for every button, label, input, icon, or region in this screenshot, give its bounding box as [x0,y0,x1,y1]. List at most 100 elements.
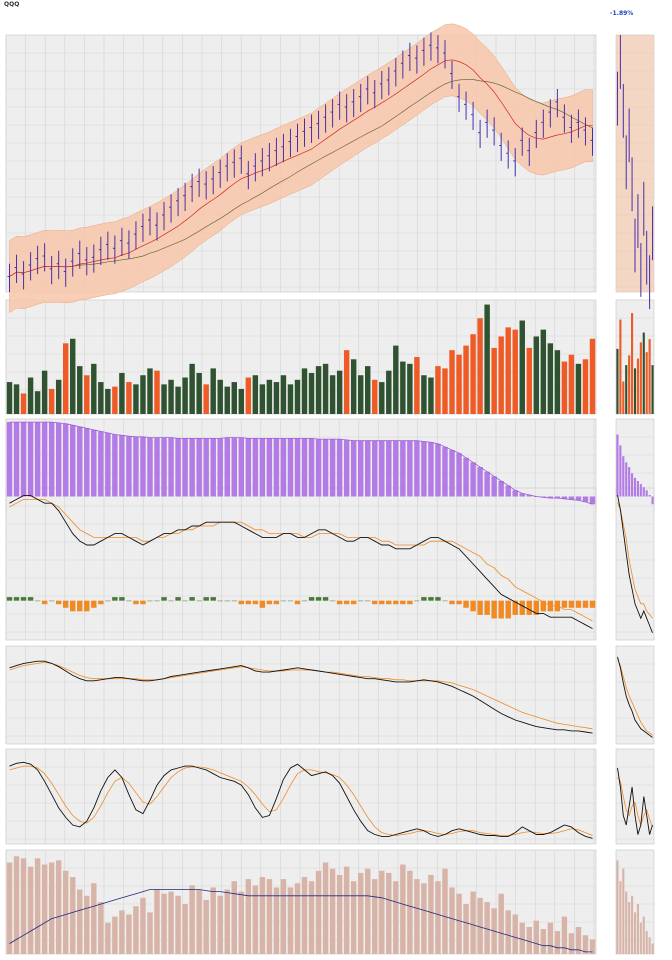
oscillator-bar [519,493,525,497]
volume-bar [372,379,378,414]
macd-histogram-bar [386,600,392,605]
oscillator-bar [20,422,27,497]
volume-bar [526,347,532,414]
volume-bar [568,354,575,414]
volume-2-bar [379,870,385,954]
volume-2-bar [231,881,237,954]
volume-2-bar [133,906,139,954]
macd-histogram-bar [182,600,188,602]
side-macd-signal-line [617,502,653,619]
volume-bar [91,363,97,414]
volume-2-bar [568,933,575,954]
oscillator-bar [252,438,259,497]
volume-2-bar [182,904,188,954]
volume-2-bar [34,858,41,954]
moving-average-long [9,78,593,277]
macd-histogram-bar [259,600,266,608]
oscillator-bar [189,438,195,497]
volume-2-bar [561,916,568,954]
volume-bar [147,368,153,414]
side-volume-2-bar [642,916,645,954]
volume-bar [589,338,596,414]
oscillator-bar [526,494,532,497]
volume-bar [62,343,69,414]
volume-2-bar [13,856,20,954]
stochastic-d-line [9,765,593,836]
volume-bar [547,343,554,414]
oscillator-bar [48,422,55,497]
oscillator-bar [224,437,230,497]
volume-2-bar [582,935,589,954]
oscillator-bar [554,496,561,499]
oscillator-bar [161,437,167,497]
oscillator-bar [505,485,511,497]
side-volume-bar [642,332,645,414]
macd-histogram-bar [266,600,273,605]
oscillator-bar [491,476,497,497]
side-volume-bar [622,381,625,414]
volume-bar [119,372,125,414]
oscillator-bar [27,422,34,497]
volume-2-bar [526,926,532,954]
volume-bar [217,379,223,414]
macd-histogram-bar [393,600,399,605]
volume-bar [126,382,132,414]
oscillator-bar [77,426,83,497]
side-volume-2-bar [631,895,634,954]
volume-2-bar [217,895,223,954]
macd-histogram-bar [357,600,364,602]
volume-bar [449,350,455,414]
oscillator-bar [470,462,476,497]
macd-histogram-bar [48,600,55,602]
macd-histogram-bar [435,597,441,601]
volume-bar [519,320,525,414]
oscillator-bar [273,438,280,497]
volume-2-bar [48,862,55,954]
volume-2-bar [91,883,97,954]
volume-bar [498,336,504,414]
volume-bar [224,386,230,414]
volume-bar [442,368,448,414]
volume-bar [182,377,188,414]
volume-2-bar [294,883,301,954]
volume-bar [6,382,13,414]
volume-2-bar [112,916,118,954]
volume-2-bar [266,879,273,954]
oscillator-bar [6,422,13,497]
volume-bar [259,384,266,414]
volume-2-bar [505,910,511,954]
side-volume-2-bar [622,868,625,954]
volume-bar [41,370,48,414]
side-oscillator-bar [631,473,634,497]
side-volume-2-bar [616,860,619,954]
side-oscillator-bar [633,477,637,497]
volume-2-bar [428,874,434,954]
oscillator-bar [217,438,223,497]
volume-2-bar [336,874,343,954]
oscillator-bar [414,440,420,497]
volume-2-bar [84,895,90,954]
side-panel-bg [615,487,655,641]
panel-bg [5,299,597,415]
oscillator-bar [168,437,174,497]
volume-bar [294,379,301,414]
oscillator-bar [133,436,139,497]
volume-bar [231,382,237,414]
moving-average-short [9,59,593,277]
oscillator-bar [231,437,237,497]
volume-bar [196,372,202,414]
volume-bar [13,384,20,414]
side-volume-bar [633,368,637,414]
volume-2-bar [287,887,294,954]
volume-2-bar [119,910,125,954]
volume-bar [540,329,547,414]
side-oscillator-bar [648,494,651,497]
oscillator-bar [182,438,188,497]
side-volume-bar [651,365,654,414]
symbol-label: QQQ [4,1,20,8]
volume-bar [280,375,287,414]
macd-histogram-bar [70,600,76,612]
oscillator-bar [13,422,20,497]
volume-bar [463,345,469,414]
